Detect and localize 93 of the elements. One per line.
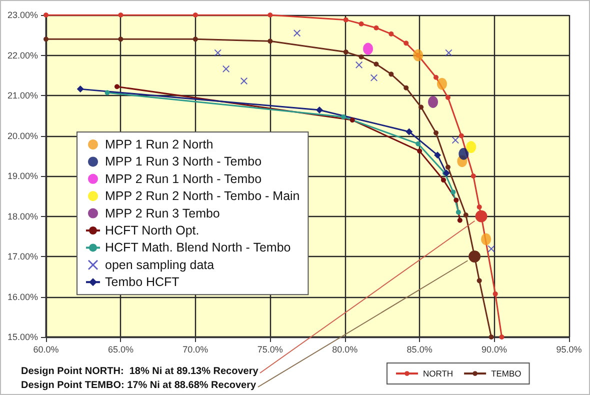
point [340,114,346,120]
point [316,106,323,114]
point [240,78,248,85]
point [404,85,409,90]
point [466,141,476,154]
x-tick-label: 85.0% [406,344,432,354]
point [470,174,476,178]
annotation: Design Point NORTH: 18% Ni at 89.13% Recovery [21,366,258,377]
y-tick-label: 22.00% [7,50,38,60]
point [418,104,424,110]
point [445,95,450,100]
y-tick-label: 19.00% [7,171,38,181]
annotation: Design Point TEMBO: 17% Ni at 88.68% Recovery [21,380,256,391]
point [417,148,422,154]
point [434,152,442,159]
point [445,164,450,170]
legend-label: HCFT North Opt. [105,224,200,238]
x-tick-label: 95.0% [556,344,582,354]
point [350,118,355,123]
point [476,278,482,284]
point [118,12,124,18]
point [343,17,348,22]
point [488,334,494,340]
point [452,136,459,144]
point [458,148,469,160]
point [192,36,198,42]
point [404,40,409,46]
x-tick-label: 65.0% [108,344,134,354]
point [492,291,498,296]
y-tick-label: 18.00% [7,211,38,222]
point [434,74,439,80]
point [454,198,459,203]
x-tick-label: 80.0% [332,344,358,354]
y-tick-label: 16.00% [7,292,38,302]
point [192,12,198,18]
point [388,72,394,77]
point [434,130,439,136]
point [488,245,495,252]
point [406,128,413,136]
point [104,90,110,96]
legend-label: MPP 1 Run 3 North - Tembo [105,154,262,169]
point [440,178,446,183]
y-tick-label: 17.00% [7,252,38,262]
point [214,49,222,56]
point [481,233,492,246]
point [445,49,452,56]
point [450,190,456,195]
point [222,65,230,72]
point [374,25,379,30]
legend-label: MPP 2 Run 1 North - Tembo [105,172,262,186]
point [388,31,394,36]
point [456,210,461,215]
point [442,170,450,177]
y-tick-label: 23.00% [7,10,38,20]
y-tick-label: 15.00% [7,332,38,342]
point [268,38,273,44]
point [114,84,120,90]
point [118,36,124,42]
point [76,86,84,93]
point [363,42,374,55]
point [370,74,378,82]
point [374,62,379,67]
legend-label: Tembo HCFT [105,275,180,290]
legend-label: HCFT Math. Blend North - Tembo [105,240,291,255]
point [268,12,273,18]
legend-label: open sampling data [105,258,214,272]
x-tick-label: 60.0% [33,344,59,354]
point [358,21,364,26]
legend-label: TEMBO [491,368,522,378]
point [343,50,348,55]
point [416,141,421,146]
point [458,133,464,138]
x-tick-label: 75.0% [257,344,283,354]
point [356,61,363,68]
legend-label: MPP 2 Run 2 North - Tembo - Main [105,189,300,204]
point [44,12,48,18]
y-tick-label: 20.00% [7,130,38,141]
point [457,218,462,223]
x-tick-label: 70.0% [182,344,208,354]
point [413,49,424,62]
point [428,96,438,108]
legend-label: MPP 1 Run 2 North [105,138,214,152]
legend-label: MPP 2 Run 3 Tembo [105,206,220,220]
point [476,204,482,210]
point [436,78,447,90]
point [358,54,364,60]
point [44,36,48,42]
point [499,334,504,340]
y-tick-label: 21.00% [7,90,38,100]
point [463,212,468,218]
point [294,30,301,37]
legend-label: NORTH [423,368,454,378]
x-tick-label: 90.0% [482,344,508,354]
